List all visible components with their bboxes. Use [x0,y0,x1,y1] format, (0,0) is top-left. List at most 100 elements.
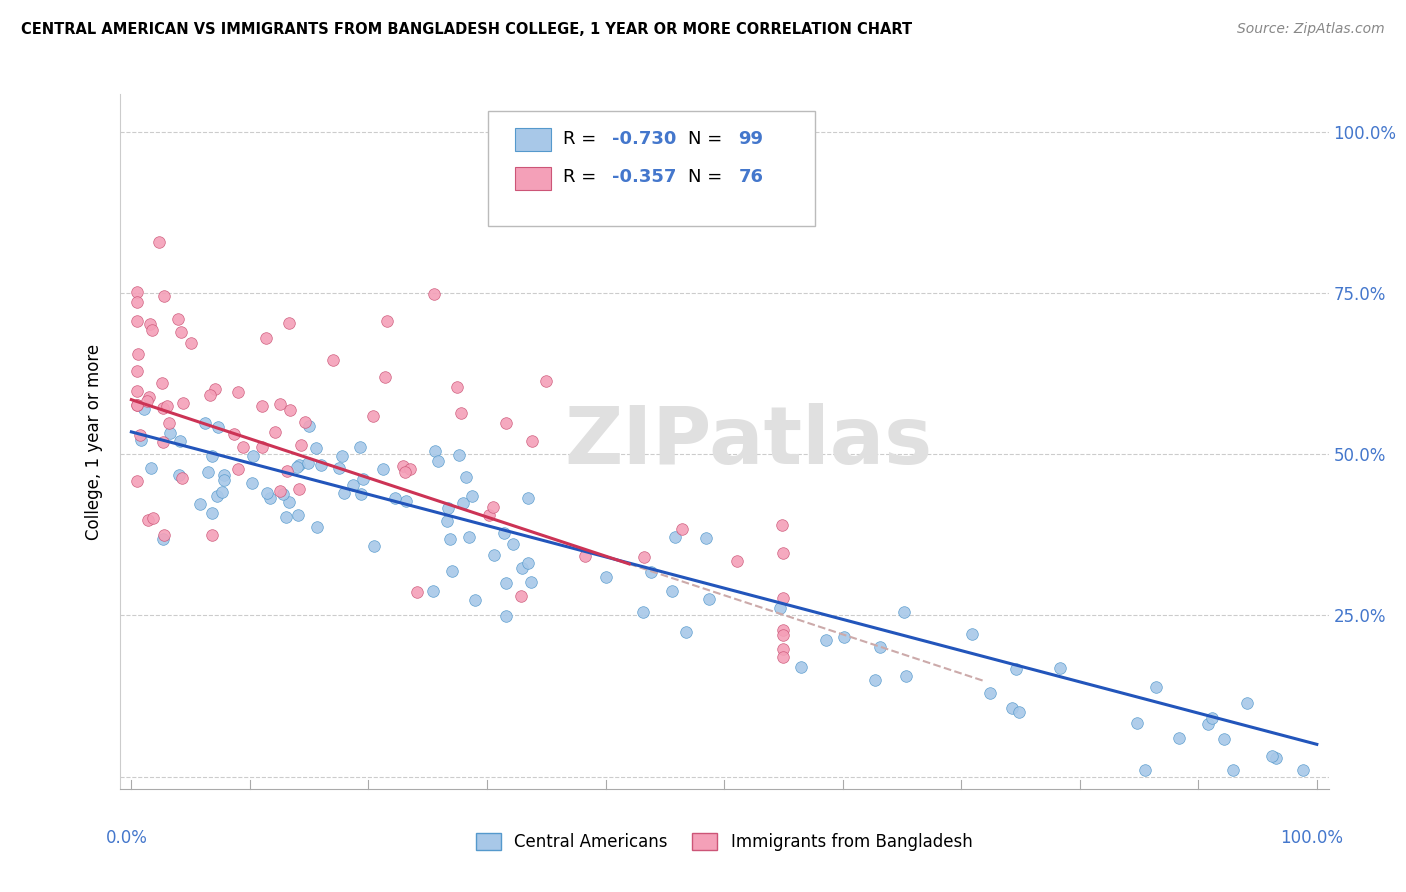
Point [869,640,891,655]
Point [478,508,501,522]
Point [1264,751,1286,765]
Text: ZIPatlas: ZIPatlas [564,402,932,481]
Point [1197,717,1219,731]
Point [437,500,460,515]
Point [276,464,298,478]
Point [131,434,153,448]
Text: R =: R = [564,169,602,186]
Text: CENTRAL AMERICAN VS IMMIGRANTS FROM BANGLADESH COLLEGE, 1 YEAR OR MORE CORRELATI: CENTRAL AMERICAN VS IMMIGRANTS FROM BANG… [21,22,912,37]
Point [534,374,557,388]
Point [426,453,449,467]
Point [287,508,309,522]
Point [863,673,886,687]
Point [772,546,794,560]
Point [288,482,311,496]
Point [309,458,332,472]
Point [495,609,517,624]
Point [894,669,917,683]
Point [127,347,149,361]
Point [495,575,517,590]
Point [769,601,792,615]
Point [269,397,291,411]
Point [226,461,249,475]
Point [349,440,371,454]
Point [1222,763,1244,777]
Point [441,564,464,578]
Point [277,316,299,330]
Point [180,336,202,351]
FancyBboxPatch shape [488,112,814,226]
Point [394,494,416,508]
Text: R =: R = [564,130,602,148]
Text: N =: N = [688,130,728,148]
Point [361,409,384,424]
Point [664,530,686,544]
Text: 76: 76 [738,169,763,186]
Point [172,470,194,484]
Point [278,402,301,417]
Point [1292,763,1315,777]
Point [167,467,190,482]
Point [517,491,540,505]
Point [520,575,543,590]
Point [333,485,356,500]
Point [127,474,149,488]
Point [671,522,693,536]
Y-axis label: College, 1 year or more: College, 1 year or more [84,343,103,540]
Point [204,382,226,396]
Point [814,632,837,647]
Point [152,435,174,450]
Point [135,393,157,408]
Point [127,295,149,310]
Point [139,317,162,331]
Point [156,399,179,413]
Point [201,450,224,464]
Point [834,630,856,644]
Point [201,506,224,520]
Point [127,384,149,399]
Point [322,353,344,368]
Point [201,528,224,542]
Point [157,416,180,430]
Point [495,416,517,430]
Point [1005,662,1028,676]
Point [772,624,794,638]
Point [384,491,406,506]
Point [141,323,163,337]
Point [460,489,482,503]
Point [194,416,217,430]
Point [226,385,249,400]
Point [520,434,543,448]
Point [482,549,505,563]
Point [640,565,662,579]
Point [169,434,191,449]
Point [516,557,538,571]
Point [152,376,174,391]
Point [342,478,364,492]
Legend: Central Americans, Immigrants from Bangladesh: Central Americans, Immigrants from Bangl… [470,826,979,857]
Point [290,438,312,452]
Point [1201,711,1223,725]
Point [153,288,176,302]
Point [482,500,505,514]
Point [305,520,328,534]
Point [772,650,794,665]
Point [188,497,211,511]
Point [152,528,174,542]
Point [770,518,793,533]
Text: N =: N = [688,169,728,186]
Point [240,476,263,491]
Point [141,461,163,475]
Point [211,485,233,500]
Point [1167,731,1189,745]
Point [454,470,477,484]
Text: 100.0%: 100.0% [1279,829,1343,847]
Point [374,370,396,384]
Point [298,419,321,434]
Point [127,285,149,299]
Point [464,592,486,607]
Point [399,462,422,476]
Point [127,398,149,412]
Point [127,364,149,378]
Point [1008,706,1031,720]
